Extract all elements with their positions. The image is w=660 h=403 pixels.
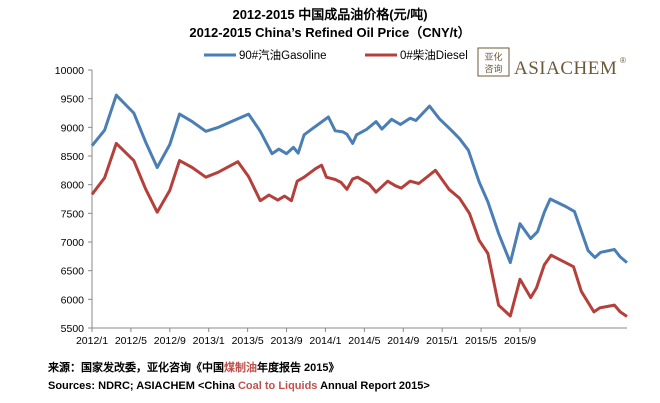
x-tick-label: 2013/9 bbox=[270, 335, 302, 347]
y-tick-label: 6500 bbox=[61, 266, 85, 278]
logo-seal bbox=[477, 47, 510, 77]
legend-label-gasoline: 90#汽油Gasoline bbox=[239, 48, 327, 62]
x-tick-label: 2013/5 bbox=[232, 335, 264, 347]
logo-wordmark: ASIACHEM bbox=[514, 58, 617, 79]
source-en-suffix: Annual Report 2015> bbox=[317, 380, 430, 392]
source-cn-suffix: 年度报告 2015》 bbox=[257, 362, 340, 374]
y-tick-label: 8000 bbox=[61, 180, 85, 192]
source-cn-highlight: 煤制油 bbox=[224, 362, 257, 374]
x-tick-label: 2014/5 bbox=[348, 335, 380, 347]
x-tick-label: 2015/1 bbox=[426, 335, 458, 347]
x-tick-label: 2014/9 bbox=[387, 335, 419, 347]
chart-title-cn: 2012-2015 中国成品油价格(元/吨) bbox=[232, 7, 428, 22]
x-tick-label: 2012/1 bbox=[76, 335, 108, 347]
y-tick-label: 8500 bbox=[61, 151, 85, 163]
y-tick-label: 9000 bbox=[61, 122, 85, 134]
y-tick-label: 7000 bbox=[61, 237, 85, 249]
y-tick-label: 9500 bbox=[61, 94, 85, 106]
asiachem-logo: 亚化 咨询 ASIACHEM ® bbox=[477, 47, 626, 79]
x-tick-label: 2014/1 bbox=[309, 335, 341, 347]
logo-seal-text-2: 咨询 bbox=[484, 63, 502, 75]
source-cn-prefix: 来源：国家发改委，亚化咨询《中国 bbox=[48, 362, 224, 374]
legend-label-diesel: 0#柴油Diesel bbox=[400, 48, 468, 62]
source-note-en: Sources: NDRC; ASIACHEM <China Coal to L… bbox=[48, 380, 430, 392]
legend: 90#汽油Gasoline 0#柴油Diesel bbox=[204, 48, 468, 62]
x-tick-label: 2013/1 bbox=[193, 335, 225, 347]
source-note-cn: 来源：国家发改委，亚化咨询《中国煤制油年度报告 2015》 bbox=[48, 359, 340, 375]
y-tick-label: 6000 bbox=[61, 294, 85, 306]
source-en-prefix: Sources: NDRC; ASIACHEM <China bbox=[48, 380, 238, 392]
y-tick-label: 10000 bbox=[55, 65, 84, 77]
x-tick-label: 2015/9 bbox=[504, 335, 536, 347]
y-tick-label: 5500 bbox=[61, 323, 85, 335]
x-tick-label: 2012/5 bbox=[115, 335, 147, 347]
series-line-gasoline bbox=[90, 93, 628, 265]
x-tick-label: 2012/9 bbox=[154, 335, 186, 347]
y-tick-label: 7500 bbox=[61, 208, 85, 220]
chart-title-en: 2012-2015 China’s Refined Oil Price（CNY/… bbox=[189, 25, 471, 40]
series-line-diesel bbox=[90, 141, 628, 318]
logo-seal-text: 亚化 bbox=[484, 51, 502, 63]
logo-registered-mark: ® bbox=[620, 56, 626, 65]
source-en-highlight: Coal to Liquids bbox=[237, 380, 318, 392]
x-tick-label: 2015/5 bbox=[465, 335, 497, 347]
